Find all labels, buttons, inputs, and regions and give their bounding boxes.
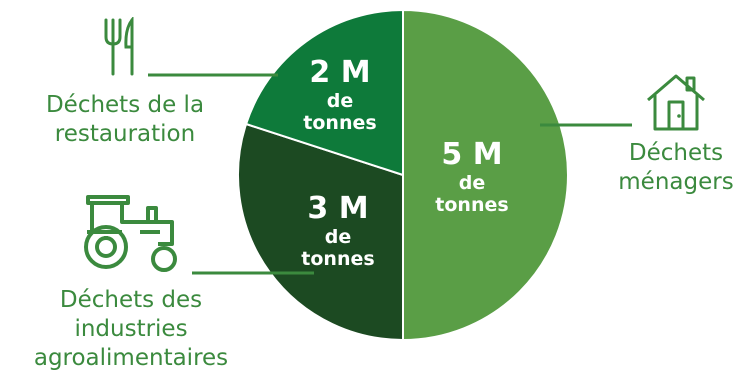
slice-unit-restauration-2: tonnes [303, 112, 377, 134]
slice-value-menagers: 5 M [441, 137, 503, 172]
slice-label-menagers: 5 M de tonnes [400, 137, 544, 217]
label-menagers-line2: ménagers [618, 169, 734, 195]
label-menagers: Déchets ménagers [601, 139, 751, 197]
label-menagers-line1: Déchets [628, 140, 724, 166]
slice-unit-agro-2: tonnes [301, 248, 375, 270]
pie-slice-restauration [244, 8, 404, 177]
tractor-icon [84, 195, 177, 272]
label-restauration-line2: restauration [54, 121, 196, 147]
label-agroalimentaires: Déchets des industries agroalimentaires [0, 286, 262, 373]
label-restauration: Déchets de la restauration [20, 91, 230, 149]
label-restauration-line1: Déchets de la [45, 92, 205, 118]
slice-value-restauration: 2 M [309, 55, 371, 90]
slice-unit-menagers-2: tonnes [435, 194, 509, 216]
slice-unit-agro-1: de [324, 226, 352, 248]
fork-knife-icon [104, 17, 134, 76]
label-agro-line1: Déchets des [59, 287, 203, 313]
house-icon [647, 74, 705, 131]
slice-unit-restauration-1: de [326, 90, 354, 112]
pie-slice-menagers [402, 8, 569, 342]
slice-value-agro: 3 M [307, 191, 369, 226]
slice-label-agro: 3 M de tonnes [268, 191, 408, 271]
slice-unit-menagers-1: de [458, 172, 486, 194]
slice-label-restauration: 2 M de tonnes [270, 55, 410, 135]
label-agro-line3: agroalimentaires [33, 345, 229, 371]
label-agro-line2: industries [74, 316, 188, 342]
